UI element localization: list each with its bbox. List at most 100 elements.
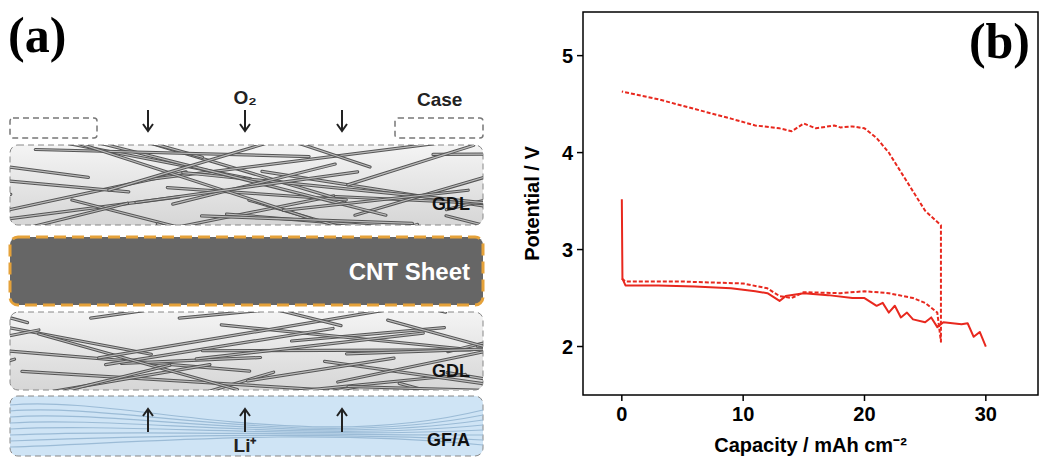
fiber [10, 359, 14, 390]
arrow-head [337, 124, 347, 131]
arrow-head [240, 124, 250, 131]
fiber [10, 330, 39, 390]
fiber [348, 386, 483, 390]
y-tick-label: 2 [562, 336, 573, 358]
fiber [39, 334, 238, 389]
fiber [10, 145, 11, 194]
fiber [202, 216, 413, 223]
y-tick [577, 249, 583, 251]
fiber [87, 312, 341, 326]
x-tick-label: 20 [853, 403, 875, 425]
fiber [173, 164, 335, 204]
fiber [338, 349, 483, 382]
fiber [10, 145, 11, 194]
series-line [622, 92, 941, 342]
series-line [622, 199, 986, 346]
case-label: Case [417, 89, 462, 110]
x-tick-label: 30 [975, 403, 997, 425]
fiber [244, 312, 446, 313]
fiber [10, 312, 151, 354]
fiber [35, 365, 170, 390]
fiber [348, 145, 474, 185]
x-tick-label: 10 [732, 403, 754, 425]
fiber [99, 312, 434, 358]
arrow [147, 110, 149, 130]
fiber [99, 312, 434, 358]
fiber [87, 312, 341, 326]
arrow [244, 110, 246, 130]
glass-fiber [10, 422, 483, 431]
x-tick [621, 395, 623, 401]
fiber [35, 365, 170, 390]
fiber [145, 224, 418, 225]
arrow [244, 410, 246, 432]
fiber [10, 312, 151, 354]
y-axis-title: Potential / V [521, 146, 543, 261]
glass-fiber [10, 410, 483, 429]
fiber [348, 386, 483, 390]
fiber [10, 312, 12, 313]
arrow [341, 110, 343, 130]
fiber [157, 224, 393, 225]
fiber [446, 216, 483, 225]
y-tick-label: 4 [562, 142, 574, 164]
layer-label: GF/A [427, 430, 470, 450]
cnt-layer [10, 237, 483, 305]
layer-label: CNT Sheet [349, 258, 470, 285]
fiber [195, 387, 359, 390]
fiber [348, 145, 474, 185]
gas-label: O₂ [233, 87, 256, 108]
fiber [10, 203, 127, 225]
fiber [216, 145, 370, 167]
fiber [14, 145, 311, 219]
arrow-head [143, 409, 153, 416]
fiber [39, 334, 238, 389]
fiber [179, 312, 483, 318]
figure: (a)CaseO₂GDLCNT SheetGDLLi⁺GF/A010203023… [0, 0, 1055, 464]
layer-label: GDL [432, 361, 470, 381]
arrow-head [337, 409, 347, 416]
ion-label: Li⁺ [234, 435, 258, 456]
fiber [157, 224, 393, 225]
plot-frame [583, 12, 1038, 395]
y-tick [577, 152, 583, 154]
fiber [179, 312, 483, 318]
fiber [10, 365, 210, 390]
fiber [136, 172, 358, 203]
fiber [195, 387, 359, 390]
x-tick-label: 0 [616, 403, 627, 425]
glass-fiber [10, 428, 483, 433]
fiber [109, 145, 384, 190]
fiber [10, 359, 14, 390]
fiber [347, 342, 483, 354]
fiber [216, 145, 370, 167]
fiber [347, 342, 483, 354]
fiber [10, 312, 28, 323]
fiber [446, 216, 483, 225]
fiber [145, 224, 418, 225]
case-box [395, 118, 483, 138]
layer-label: GDL [432, 194, 470, 214]
series-group [622, 92, 986, 347]
fiber [10, 330, 39, 390]
x-tick [985, 395, 987, 401]
y-tick [577, 346, 583, 348]
fiber [10, 365, 210, 390]
fiber [248, 358, 394, 381]
x-tick [864, 395, 866, 401]
fiber [173, 164, 335, 204]
fiber [221, 325, 472, 350]
glass-fiber [10, 404, 483, 427]
fiber [109, 145, 384, 190]
y-tick-label: 3 [562, 239, 573, 261]
fiber [338, 349, 483, 382]
diagram: (a)CaseO₂GDLCNT SheetGDLLi⁺GF/A [0, 7, 846, 456]
panel-label: (b) [969, 13, 1030, 69]
fibers [10, 312, 483, 390]
fiber [10, 150, 88, 178]
fiber [10, 312, 12, 313]
fiber [248, 358, 394, 381]
fiber [136, 172, 358, 203]
arrow [147, 410, 149, 432]
chart: 01020302345Capacity / mAh cm⁻²Potential … [521, 12, 1038, 456]
